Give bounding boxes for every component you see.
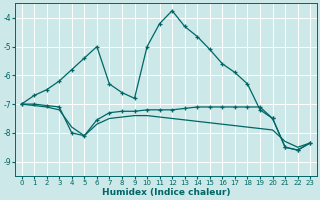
X-axis label: Humidex (Indice chaleur): Humidex (Indice chaleur)	[102, 188, 230, 197]
